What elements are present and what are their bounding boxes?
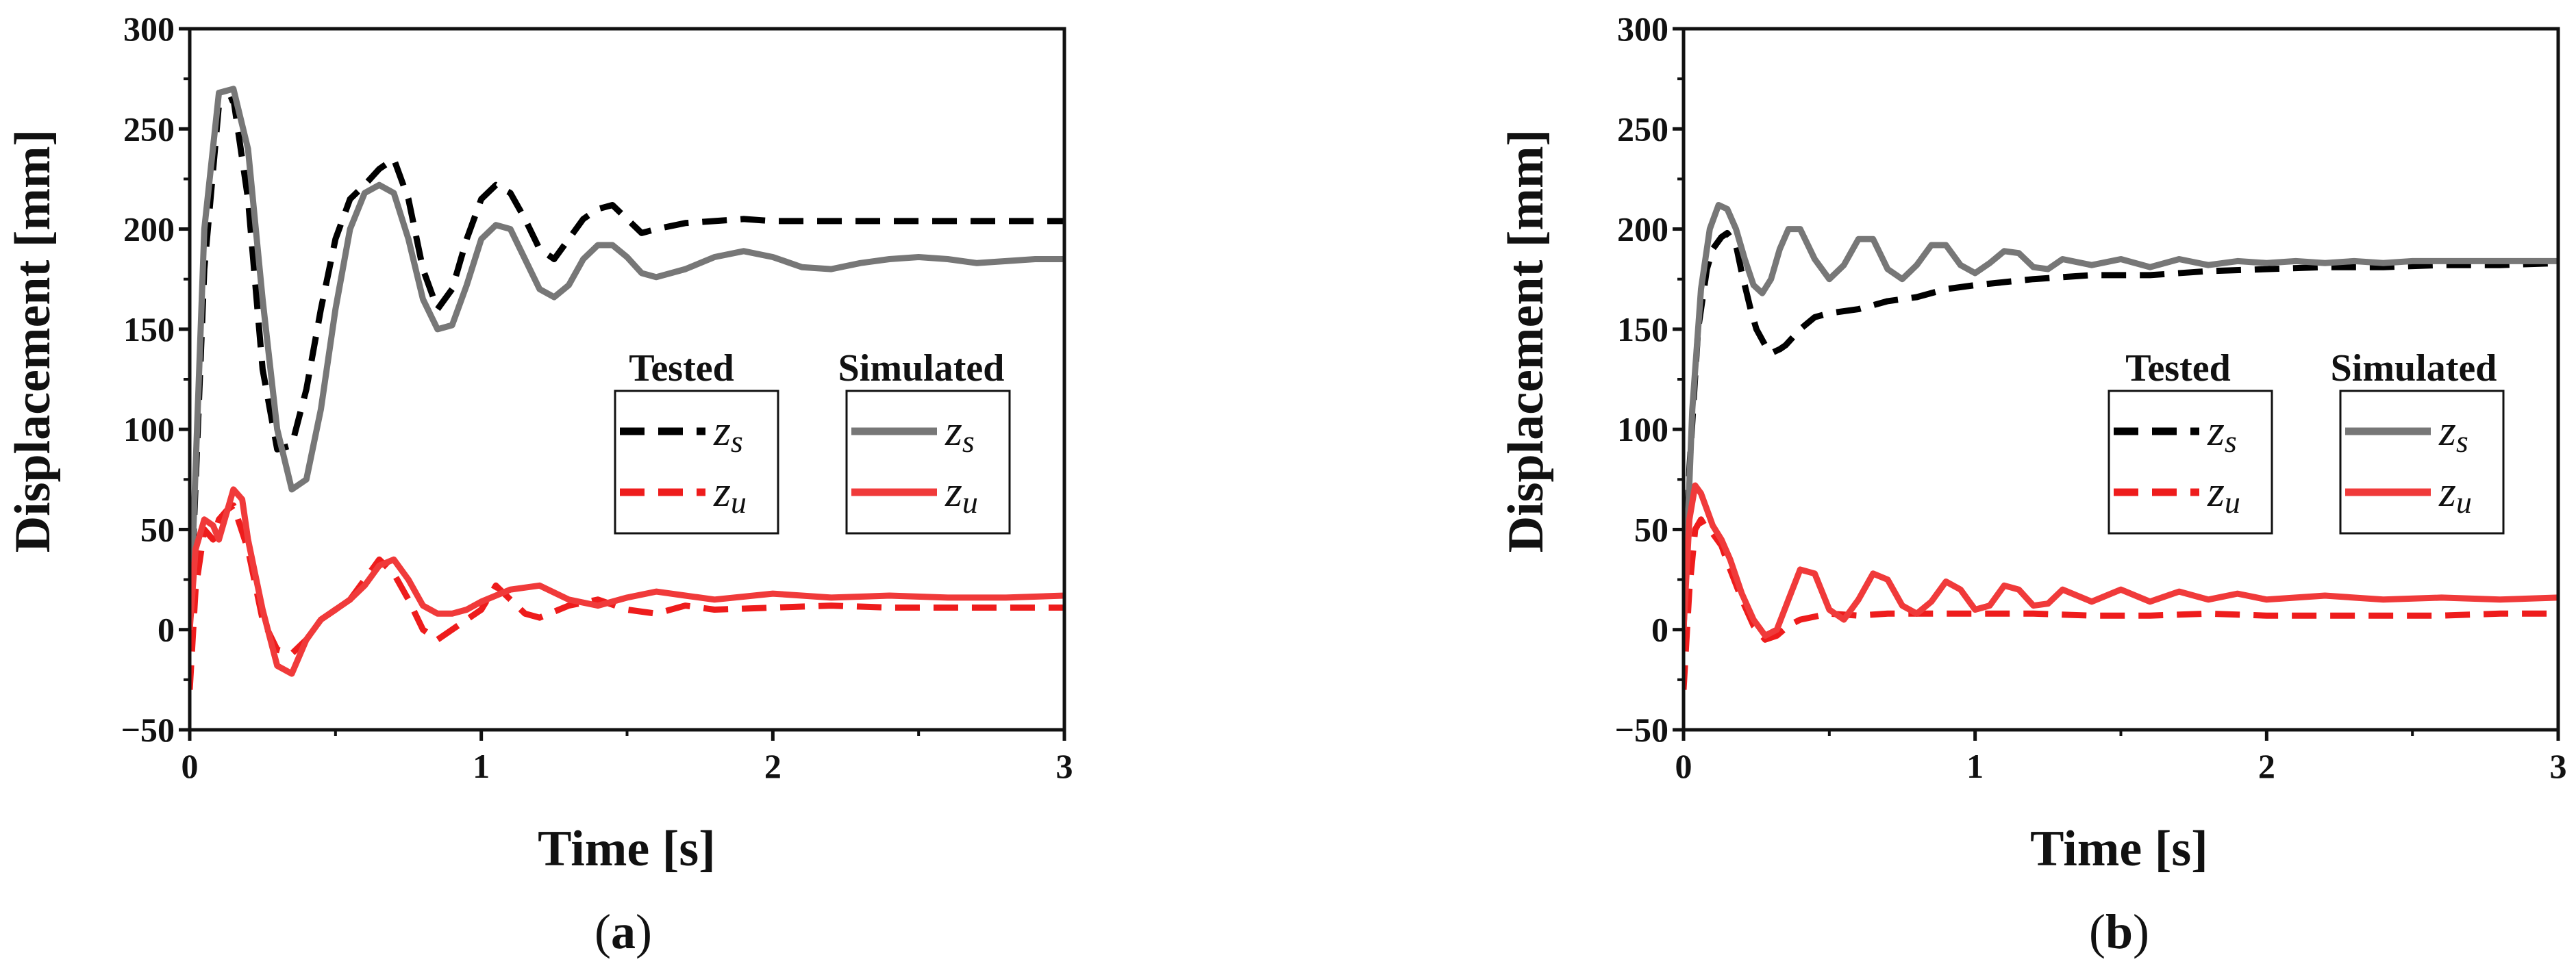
panel-a-legend: Tested Simulated zs zu zs zu — [614, 347, 1011, 535]
x-tick-label: 0 — [182, 747, 199, 785]
y-tick-label: −50 — [121, 711, 175, 749]
y-tick-label: 200 — [123, 210, 175, 249]
legend-box-simulated — [845, 390, 1011, 535]
panel-b-y-ticks: −50 0 50 100 150 200 250 300 — [1615, 10, 1684, 749]
x-tick-label: 2 — [2258, 747, 2275, 785]
series-line-simulated-zu — [1684, 482, 2558, 639]
panel-a-x-ticks: 0 1 2 3 — [182, 730, 1073, 785]
panel-a-plot-area — [190, 86, 1064, 690]
series-line-tested-zs — [1684, 229, 2558, 630]
legend-label-tested-zs: zs — [713, 406, 743, 459]
legend-title-tested: Tested — [629, 347, 734, 390]
legend-box-tested — [614, 390, 779, 535]
panel-a-axes-frame — [188, 27, 1066, 732]
y-tick-label: 200 — [1617, 210, 1668, 249]
panel-b-axes-frame — [1681, 27, 2560, 732]
series-line-tested-zs — [190, 95, 1064, 630]
legend-label-tested-zu: zu — [2207, 467, 2240, 520]
y-tick-label: 250 — [1617, 110, 1668, 148]
y-tick-label: 300 — [1617, 10, 1668, 48]
y-tick-label: 150 — [1617, 310, 1668, 348]
x-tick-label: 0 — [1675, 747, 1692, 785]
legend-title-simulated: Simulated — [838, 347, 1005, 390]
legend-box-tested — [2108, 390, 2273, 535]
x-tick-label: 2 — [764, 747, 781, 785]
panel-b: Displacement [mm] −50050100150200250300 … — [1498, 10, 2567, 959]
y-tick-label: 300 — [123, 10, 175, 48]
x-tick-label: 1 — [1966, 747, 1984, 785]
panel-b-caption: (b) — [2089, 904, 2149, 959]
series-line-simulated-zs — [190, 86, 1064, 630]
legend-label-simulated-zu: zu — [2438, 467, 2472, 520]
panel-b-x-axis-label: Time [s] — [2030, 821, 2208, 877]
panel-a-y-axis-label: Displacement [mm] — [5, 129, 61, 553]
y-tick-label: 0 — [1651, 611, 1668, 649]
panel-b-plot-area — [1684, 202, 2558, 690]
panel-a: Displacement [mm] −50050100150200250300 … — [5, 10, 1073, 959]
y-tick-label: 50 — [1634, 510, 1668, 548]
panel-a-series — [190, 86, 1064, 690]
panel-a-x-axis-label: Time [s] — [538, 821, 716, 877]
legend-box-simulated — [2339, 390, 2505, 535]
y-tick-label: 100 — [1617, 410, 1668, 448]
legend-title-simulated: Simulated — [2331, 347, 2497, 390]
panel-b-series — [1684, 202, 2558, 690]
series-line-simulated-zs — [1684, 202, 2558, 630]
x-tick-label: 3 — [1056, 747, 1073, 785]
series-line-tested-zu — [190, 502, 1064, 690]
x-tick-label: 1 — [473, 747, 490, 785]
series-line-simulated-zu — [190, 486, 1064, 677]
y-tick-label: 100 — [123, 410, 175, 448]
y-tick-label: 150 — [123, 310, 175, 348]
panel-a-caption: (a) — [595, 904, 652, 959]
legend-title-tested: Tested — [2125, 347, 2231, 390]
panel-b-legend: Tested Simulated zs zu zs zu — [2108, 347, 2505, 535]
y-tick-label: 250 — [123, 110, 175, 148]
y-tick-label: 0 — [158, 611, 175, 649]
panel-b-x-ticks: 0 1 2 3 — [1675, 730, 2567, 785]
panel-b-y-axis-label: Displacement [mm] — [1498, 129, 1554, 553]
y-tick-label: −50 — [1615, 711, 1669, 749]
series-line-tested-zu — [1684, 516, 2558, 690]
x-tick-label: 3 — [2550, 747, 2567, 785]
panel-a-y-ticks: −50 0 50 100 150 200 250 300 — [121, 10, 190, 749]
y-tick-label: 50 — [140, 510, 175, 548]
